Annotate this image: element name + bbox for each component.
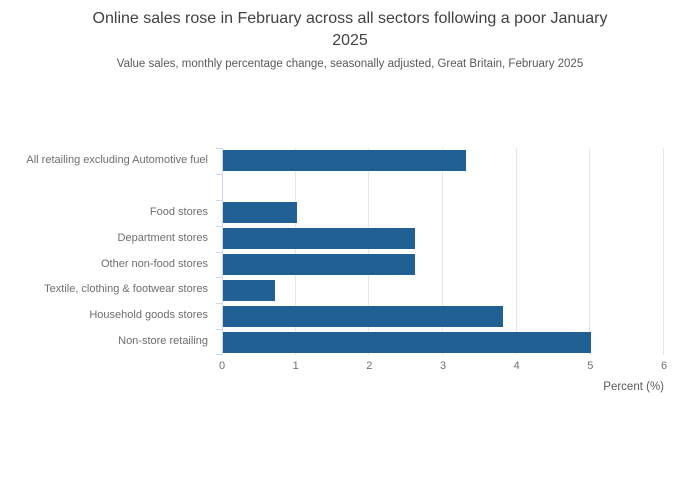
bar-other-non-food-stores [223, 253, 415, 275]
category-label-textile-clothing-footwear-stores: Textile, clothing & footwear stores [44, 283, 208, 296]
category-label-other-non-food-stores: Other non-food stores [100, 257, 208, 270]
y-axis-tick [216, 200, 222, 201]
chart-title-line1: Online sales rose in February across all… [92, 10, 608, 27]
category-label-department-stores: Department stores [117, 231, 208, 244]
x-tick-label-1: 1 [292, 360, 299, 372]
y-axis-line [222, 148, 223, 355]
gridline [442, 148, 443, 355]
x-tick-label-4: 4 [513, 360, 520, 372]
category-label-household-goods-stores: Household goods stores [89, 309, 208, 322]
x-tick-label-6: 6 [660, 360, 668, 372]
chart-subtitle: Value sales, monthly percentage change, … [116, 58, 584, 70]
gridline [515, 148, 517, 355]
category-label-non-store-retailing: Non-store retailing [118, 335, 208, 348]
chart-title-line2: 2025 [332, 32, 368, 49]
bar-department-stores [223, 228, 415, 250]
x-tick-label-0: 0 [218, 360, 226, 372]
bar-textile-clothing-footwear-stores [223, 279, 275, 301]
y-axis-tick [216, 226, 222, 227]
plot-area [216, 148, 664, 355]
gridline [368, 148, 370, 355]
y-axis-tick [216, 252, 222, 253]
bar-food-stores [223, 202, 297, 224]
category-label-all-retailing-excluding-automotive-fuel: All retailing excluding Automotive fuel [26, 154, 208, 166]
y-axis-tick [216, 148, 222, 149]
y-axis-category-labels: All retailing excluding Automotive fuel F… [0, 148, 208, 355]
x-axis-tick-labels: 0 1 2 3 4 5 6 [0, 360, 700, 374]
bar-non-store-retailing [223, 331, 592, 353]
y-axis-tick [216, 329, 222, 330]
x-tick-label-5: 5 [587, 360, 594, 372]
chart-title: Online sales rose in February across all… [0, 8, 700, 52]
x-tick-label-3: 3 [439, 360, 447, 372]
y-axis-tick [216, 174, 222, 175]
gridline [663, 148, 664, 355]
gridline [589, 148, 591, 355]
category-label-food-stores: Food stores [149, 205, 208, 218]
gridline [294, 148, 296, 355]
y-axis-tick [216, 277, 222, 278]
x-axis-title: Percent (%) [603, 381, 664, 393]
y-axis-tick [216, 354, 222, 355]
bar-household-goods-stores [223, 305, 503, 327]
bar-all-retailing-excluding-automotive-fuel [223, 150, 467, 172]
y-axis-tick [216, 303, 222, 304]
x-tick-label-2: 2 [366, 360, 373, 372]
